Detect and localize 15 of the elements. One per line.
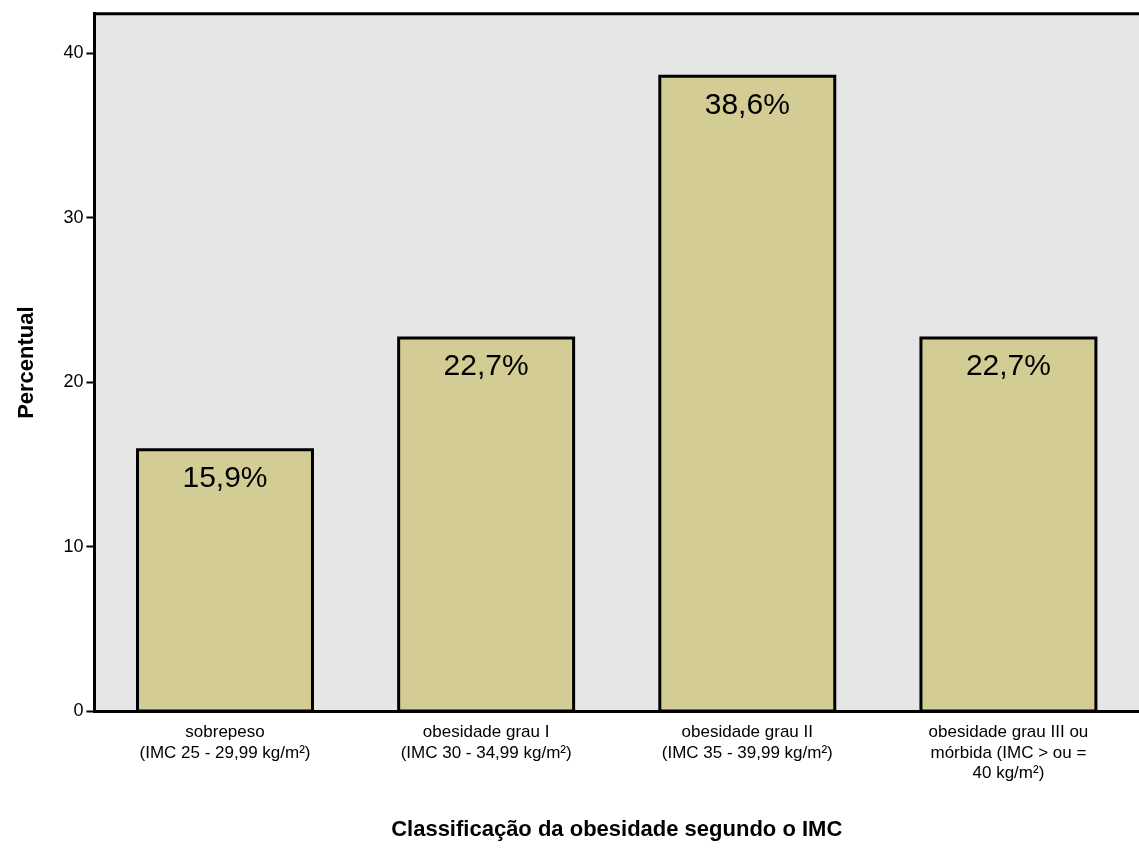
- y-tick-label: 0: [73, 700, 84, 721]
- data-label: 38,6%: [704, 86, 790, 120]
- x-tick-label: obesidade grau III ou mórbida (IMC > ou = 40 kg/m²): [928, 722, 1089, 783]
- y-tick-label: 40: [63, 42, 84, 63]
- y-tick-label: 20: [63, 371, 84, 392]
- y-tick-label: 10: [63, 535, 84, 556]
- data-label: 15,9%: [182, 460, 268, 494]
- x-axis-title: Classificação da obesidade segundo o IMC: [391, 815, 843, 841]
- x-tick-label: obesidade grau I (IMC 30 - 34,99 kg/m²): [400, 722, 572, 762]
- x-tick-label: obesidade grau II (IMC 35 - 39,99 kg/m²): [661, 722, 833, 762]
- y-axis-title: Percentual: [13, 306, 39, 419]
- x-tick-label: sobrepeso (IMC 25 - 29,99 kg/m²): [139, 722, 311, 762]
- data-label: 22,7%: [965, 348, 1051, 382]
- data-label: 22,7%: [443, 348, 529, 382]
- y-tick-label: 30: [63, 206, 84, 227]
